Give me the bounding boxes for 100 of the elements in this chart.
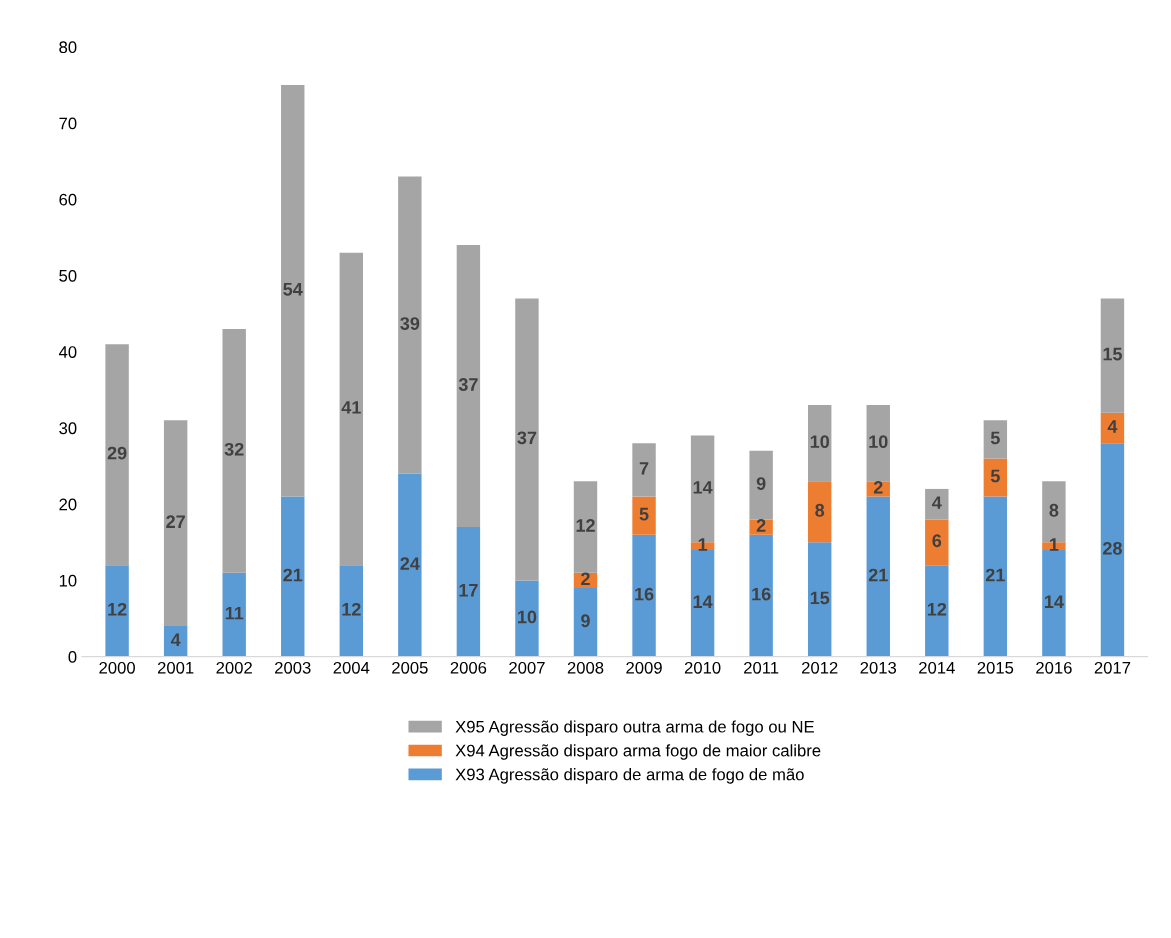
data-label: 12 — [576, 519, 595, 532]
bar — [690, 549, 715, 657]
x-tick-label: 2013 — [860, 661, 897, 674]
bar — [632, 443, 656, 497]
bar — [749, 450, 773, 520]
x-tick-label: 2009 — [626, 661, 662, 674]
data-label: 37 — [517, 431, 537, 445]
x-tick-label: 2004 — [333, 661, 370, 674]
data-label: 54 — [283, 283, 303, 296]
y-tick-label: 40 — [58, 346, 77, 358]
data-label: 12 — [927, 602, 947, 616]
bar — [222, 572, 246, 657]
bar — [573, 481, 598, 573]
bar — [807, 481, 832, 543]
data-label: 4 — [932, 496, 942, 509]
bar — [749, 519, 773, 535]
bar — [866, 496, 890, 657]
bar — [749, 534, 773, 657]
bar — [456, 527, 481, 657]
x-tick-label: 2015 — [977, 661, 1014, 674]
data-label: 8 — [1049, 503, 1059, 517]
data-label: 29 — [107, 446, 127, 460]
bar — [573, 588, 598, 657]
x-tick-label: 2014 — [919, 661, 955, 674]
data-label: 8 — [815, 503, 825, 517]
data-label: 10 — [518, 610, 537, 624]
data-label: 24 — [400, 557, 420, 570]
y-tick-label: 0 — [68, 651, 77, 663]
x-tick-label: 2001 — [157, 661, 194, 674]
bar — [983, 496, 1008, 657]
y-tick-label: 30 — [59, 422, 77, 435]
y-tick-label: 60 — [59, 193, 77, 206]
x-tick-label: 2002 — [216, 661, 252, 674]
legend-label: X94 Agressão disparo arma fogo de maior calibre — [455, 744, 821, 760]
data-label: 21 — [283, 568, 303, 582]
bar — [1100, 298, 1125, 413]
x-tick-label: 2010 — [684, 661, 721, 674]
bar — [807, 542, 832, 657]
y-tick-label: 50 — [59, 269, 77, 282]
bar — [925, 519, 949, 566]
bar — [163, 626, 188, 657]
data-label: 27 — [166, 515, 185, 528]
bar — [222, 328, 246, 573]
x-tick-label: 2011 — [744, 661, 779, 674]
legend-label: X95 Agressão disparo outra arma de fogo ou NE — [455, 720, 814, 736]
data-label: 5 — [990, 431, 1000, 445]
x-tick-label: 2008 — [567, 661, 604, 674]
data-label: 12 — [108, 602, 127, 616]
x-tick-label: 2000 — [99, 661, 135, 674]
bar — [925, 488, 949, 520]
bar — [281, 496, 305, 657]
bar — [105, 344, 129, 566]
data-label: 15 — [1103, 347, 1122, 361]
x-tick-label: 2012 — [802, 661, 838, 674]
data-label: 1 — [698, 538, 708, 551]
bar — [515, 298, 539, 581]
x-tick-label: 2006 — [450, 661, 487, 674]
data-label: 2 — [873, 480, 883, 494]
data-label: 14 — [693, 595, 713, 608]
bar — [807, 405, 832, 482]
data-label: 10 — [810, 435, 829, 449]
bar — [339, 252, 364, 566]
data-label: 21 — [868, 568, 888, 582]
bar — [632, 496, 656, 535]
data-label: 32 — [224, 442, 244, 456]
data-label: 7 — [639, 462, 649, 475]
data-label: 11 — [225, 606, 244, 620]
data-label: 2 — [756, 519, 766, 532]
bar — [866, 405, 890, 482]
data-label: 21 — [985, 568, 1005, 582]
bar — [925, 565, 949, 657]
data-label: 14 — [693, 481, 713, 494]
data-label: 9 — [756, 477, 766, 490]
data-label: 16 — [752, 587, 771, 601]
data-label: 39 — [400, 317, 420, 330]
data-label: 15 — [810, 591, 830, 605]
data-label: 5 — [990, 469, 1000, 483]
bar — [398, 473, 422, 657]
bar — [515, 580, 539, 657]
y-tick-label: 70 — [59, 117, 77, 130]
bar — [1100, 443, 1125, 657]
x-tick-label: 2016 — [1036, 661, 1072, 674]
data-label: 28 — [1103, 541, 1122, 555]
y-tick-label: 80 — [59, 41, 77, 54]
y-tick-label: 10 — [59, 574, 77, 587]
bar — [105, 565, 129, 657]
data-label: 10 — [869, 435, 888, 449]
bar — [398, 176, 422, 474]
x-tick-label: 2017 — [1094, 661, 1131, 674]
data-label: 41 — [341, 401, 361, 414]
bar — [339, 565, 364, 657]
x-tick-label: 2003 — [275, 661, 311, 674]
bar — [632, 534, 656, 657]
bar — [163, 420, 188, 627]
x-tick-label: 2007 — [509, 661, 545, 674]
bar — [281, 85, 305, 497]
data-label: 5 — [639, 507, 649, 521]
bar — [1042, 549, 1066, 657]
bar — [456, 245, 481, 528]
data-label: 16 — [635, 587, 654, 601]
